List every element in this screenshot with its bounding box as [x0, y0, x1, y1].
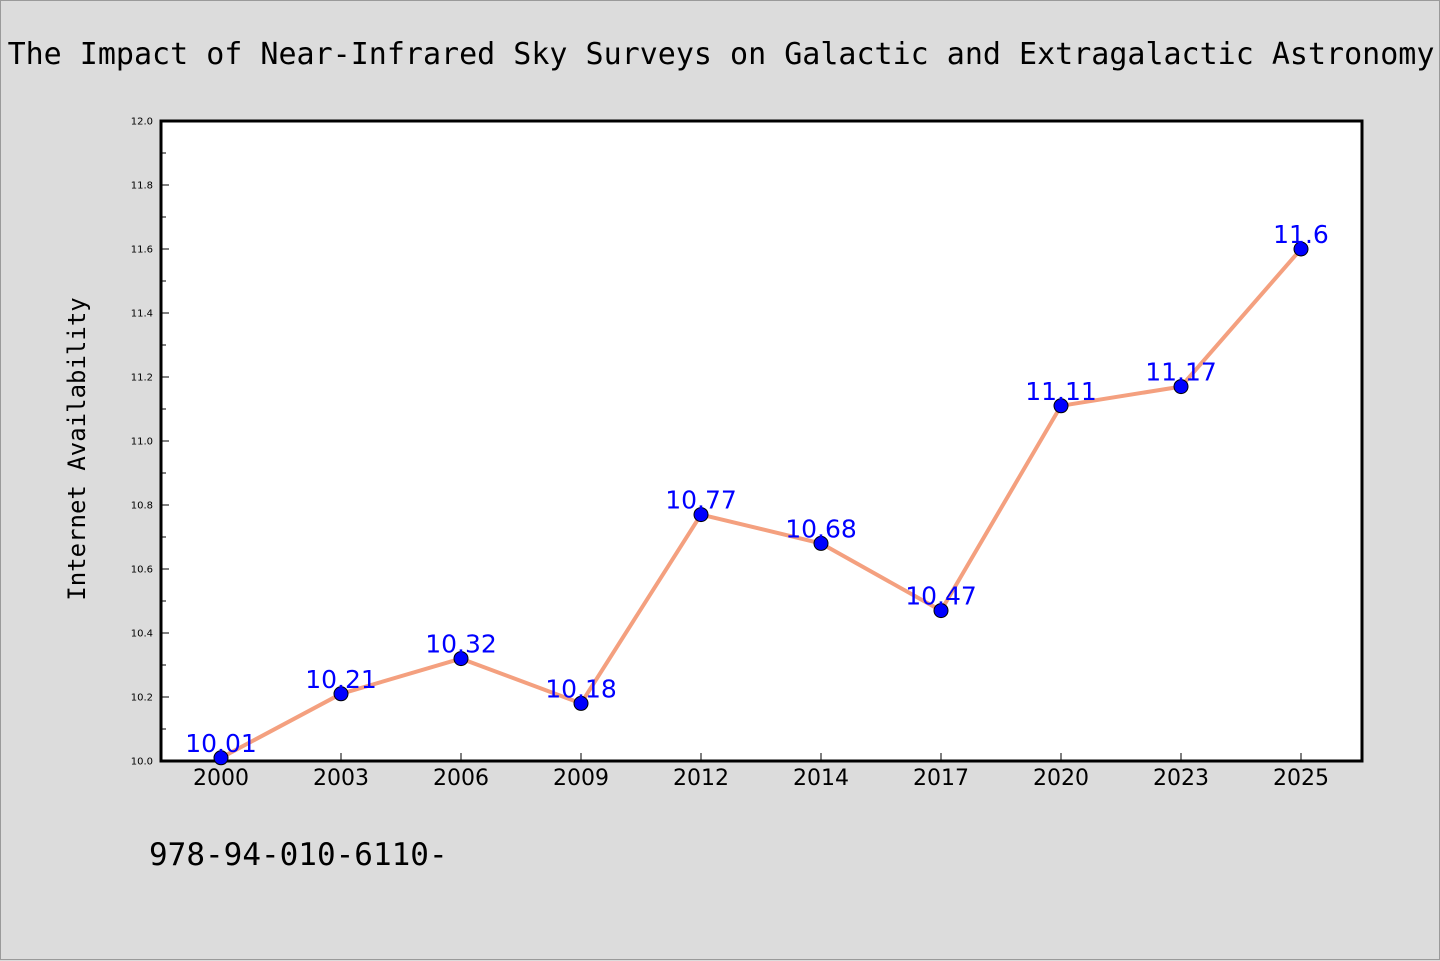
data-label: 10.68	[785, 514, 857, 543]
y-tick-label: 10.6	[131, 565, 153, 576]
y-tick-label: 11.6	[131, 245, 153, 256]
footnote-text: 978-94-010-6110-	[149, 837, 448, 873]
y-tick-label: 10.8	[131, 501, 153, 512]
y-tick-label: 10.0	[131, 757, 153, 768]
plot-area	[159, 119, 1364, 763]
data-point	[1293, 241, 1309, 257]
data-label: 10.32	[425, 630, 497, 659]
y-tick-label: 12.0	[131, 117, 153, 128]
data-point	[213, 750, 229, 766]
data-label: 11.17	[1145, 358, 1217, 387]
data-label: 10.21	[305, 665, 377, 694]
x-tick-label: 2003	[313, 766, 369, 791]
series-group	[213, 241, 1309, 766]
data-point	[813, 535, 829, 551]
data-point	[1173, 379, 1189, 395]
x-tick-label: 2000	[193, 766, 249, 791]
y-tick-label: 11.0	[131, 437, 153, 448]
y-tick-label: 10.2	[131, 693, 153, 704]
data-point	[1053, 398, 1069, 414]
data-point	[693, 507, 709, 523]
series-line	[220, 247, 1303, 760]
data-point	[333, 686, 349, 702]
y-tick-label: 11.4	[131, 309, 153, 320]
x-axis-ticks: 2000 2003 2006 2009 2012 2014 2017 2020 2023 2025	[193, 753, 1329, 791]
data-point	[453, 651, 469, 667]
y-axis-ticks: 10.0 10.2 10.4 10.6 10.8 11.0 11.2 11.4 11.6 11.8…	[131, 117, 169, 768]
y-tick-label: 11.8	[131, 181, 153, 192]
x-tick-label: 2023	[1153, 766, 1209, 791]
y-axis-label: Internet Availability	[63, 297, 91, 600]
y-tick-label: 10.4	[131, 629, 153, 640]
x-tick-label: 2025	[1273, 766, 1329, 791]
data-label: 10.77	[665, 486, 737, 515]
x-tick-label: 2017	[913, 766, 969, 791]
y-tick-label: 11.2	[131, 373, 153, 384]
data-label: 11.6	[1273, 220, 1329, 249]
x-tick-label: 2020	[1033, 766, 1089, 791]
x-tick-label: 2014	[793, 766, 849, 791]
data-label: 10.01	[185, 729, 257, 758]
data-label: 10.18	[545, 674, 617, 703]
data-label: 11.11	[1025, 377, 1097, 406]
data-point	[933, 603, 949, 619]
x-tick-label: 2012	[673, 766, 729, 791]
data-labels-group: 10.01 10.21 10.32 10.18 10.77 10.68 10.47 11.11…	[185, 220, 1329, 758]
data-point	[573, 695, 589, 711]
x-tick-label: 2006	[433, 766, 489, 791]
data-label: 10.47	[905, 582, 977, 611]
chart-title: The Impact of Near-Infrared Sky Surveys …	[8, 37, 1435, 72]
x-tick-label: 2009	[553, 766, 609, 791]
